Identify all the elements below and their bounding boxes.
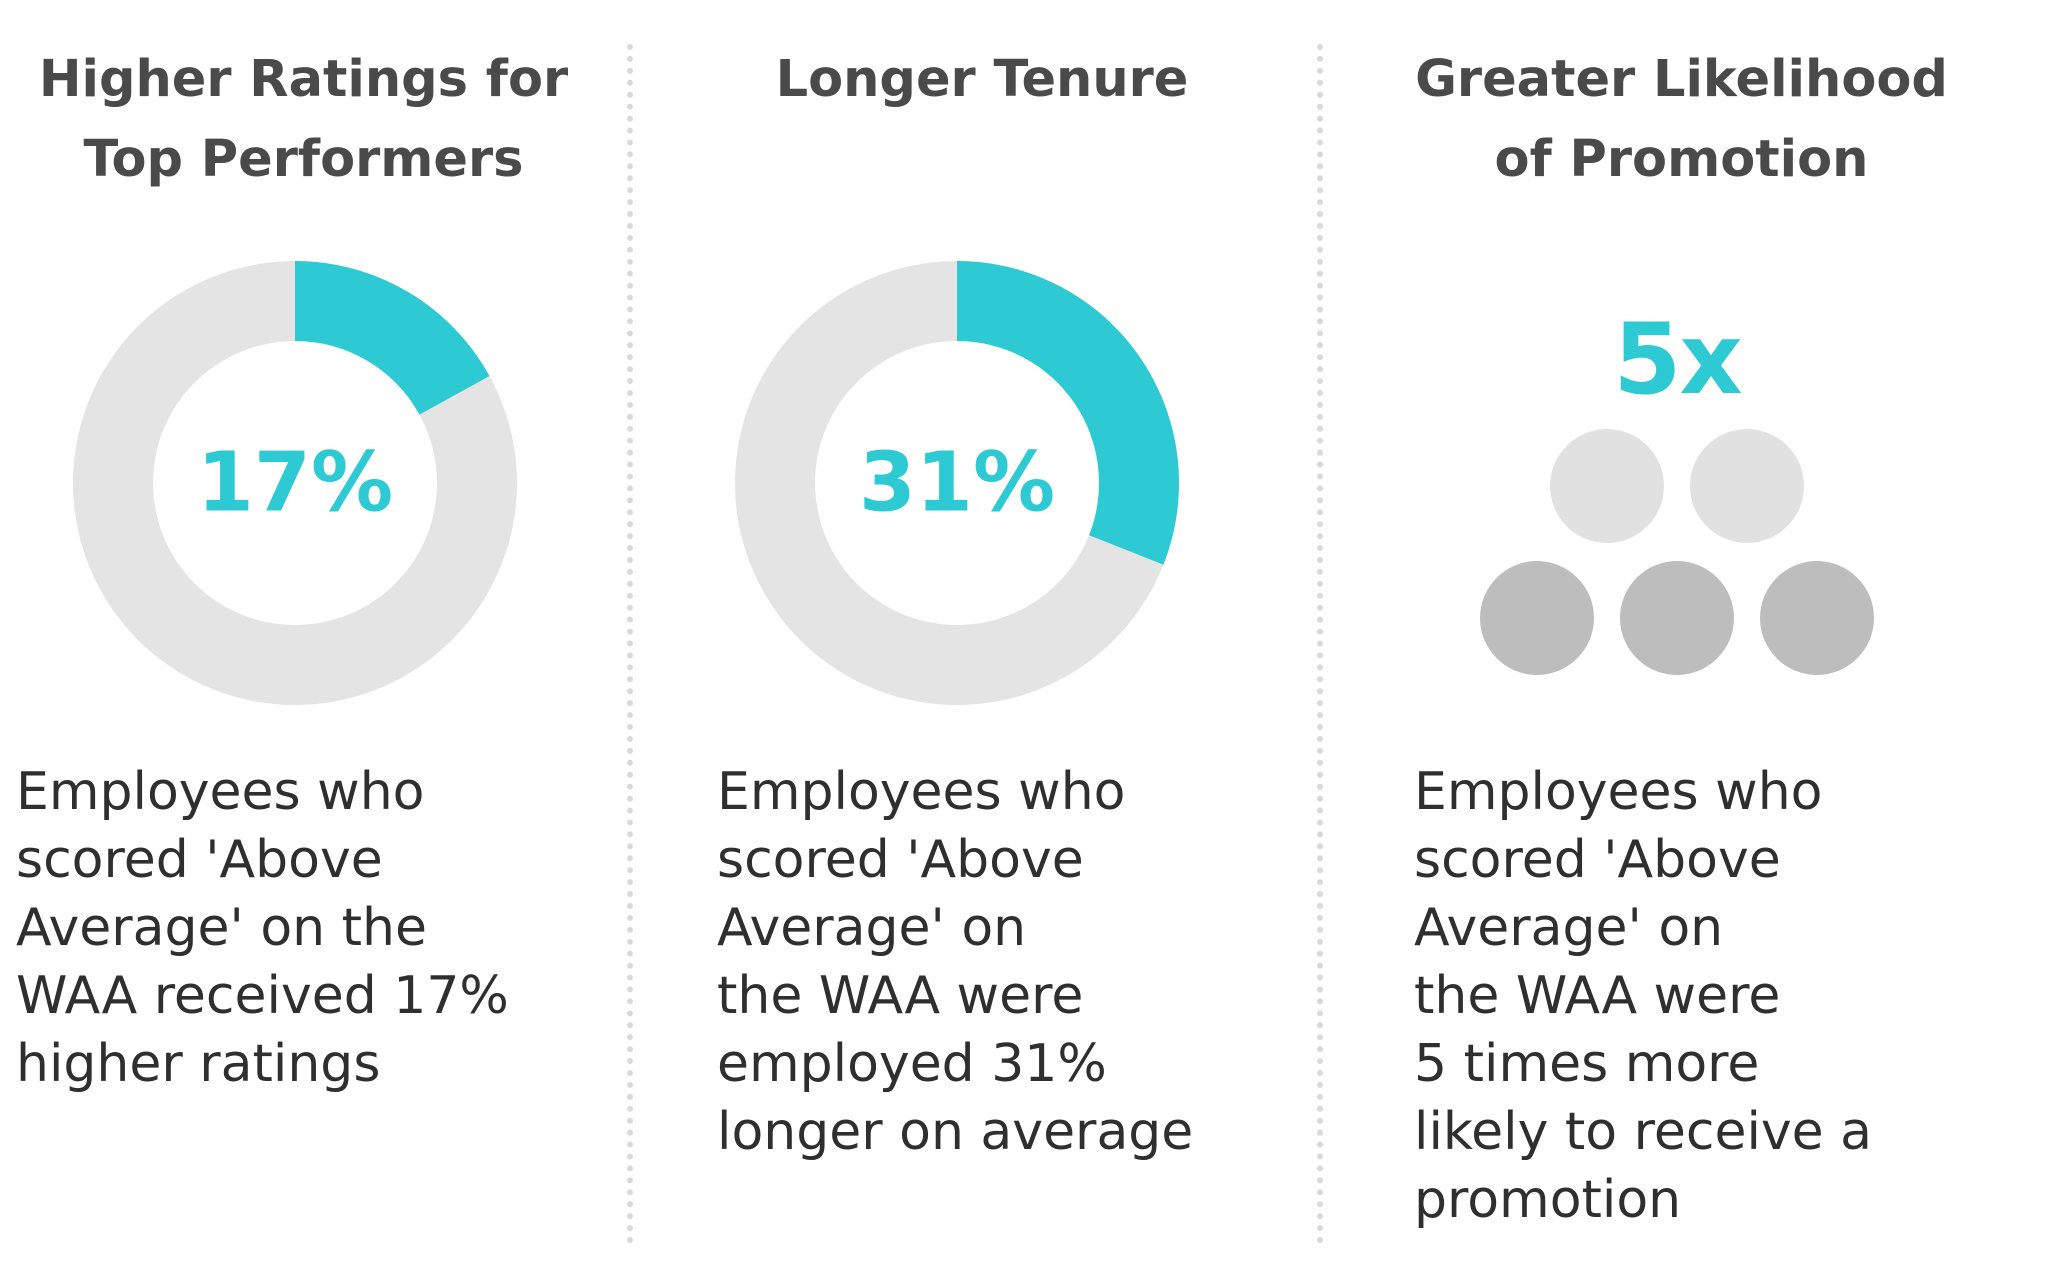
panel-heading: Higher Ratings for Top Performers <box>38 50 569 189</box>
panel-description: Employees who scored 'Above Average' on … <box>717 762 1194 1162</box>
pictogram-dot <box>1690 429 1804 543</box>
donut-value-slice <box>295 261 490 415</box>
donut-track-slice <box>73 261 518 705</box>
column-divider <box>1317 44 1323 1244</box>
pictogram-dots <box>1480 429 1874 675</box>
donut-center-label: 17% <box>197 436 393 531</box>
panel-description: Employees who scored 'Above Average' on … <box>16 762 509 1094</box>
pictogram-dot <box>1480 561 1594 675</box>
panel-higher-ratings: Higher Ratings for Top Performers 17% Em… <box>0 0 627 1272</box>
donut-track-slice <box>735 261 1164 705</box>
panel-longer-tenure: Longer Tenure 31% Employees who scored '… <box>627 0 1317 1272</box>
donut-center-label: 31% <box>859 436 1055 531</box>
panel-promotion: Greater Likelihood of Promotion 5x Emplo… <box>1317 0 2064 1272</box>
donut-chart-ratings: 17% <box>73 261 518 705</box>
panel-description: Employees who scored 'Above Average' on … <box>1414 762 1873 1230</box>
multiplier-label: 5x <box>1613 303 1742 417</box>
column-divider <box>627 44 633 1244</box>
pictogram-dot <box>1620 561 1734 675</box>
panel-heading: Longer Tenure <box>775 50 1189 109</box>
donut-chart-tenure: 31% <box>735 261 1179 705</box>
donut-value-slice <box>957 261 1179 565</box>
pictogram-dot <box>1550 429 1664 543</box>
pictogram-dot <box>1760 561 1874 675</box>
panel-heading: Greater Likelihood of Promotion <box>1415 50 1948 189</box>
